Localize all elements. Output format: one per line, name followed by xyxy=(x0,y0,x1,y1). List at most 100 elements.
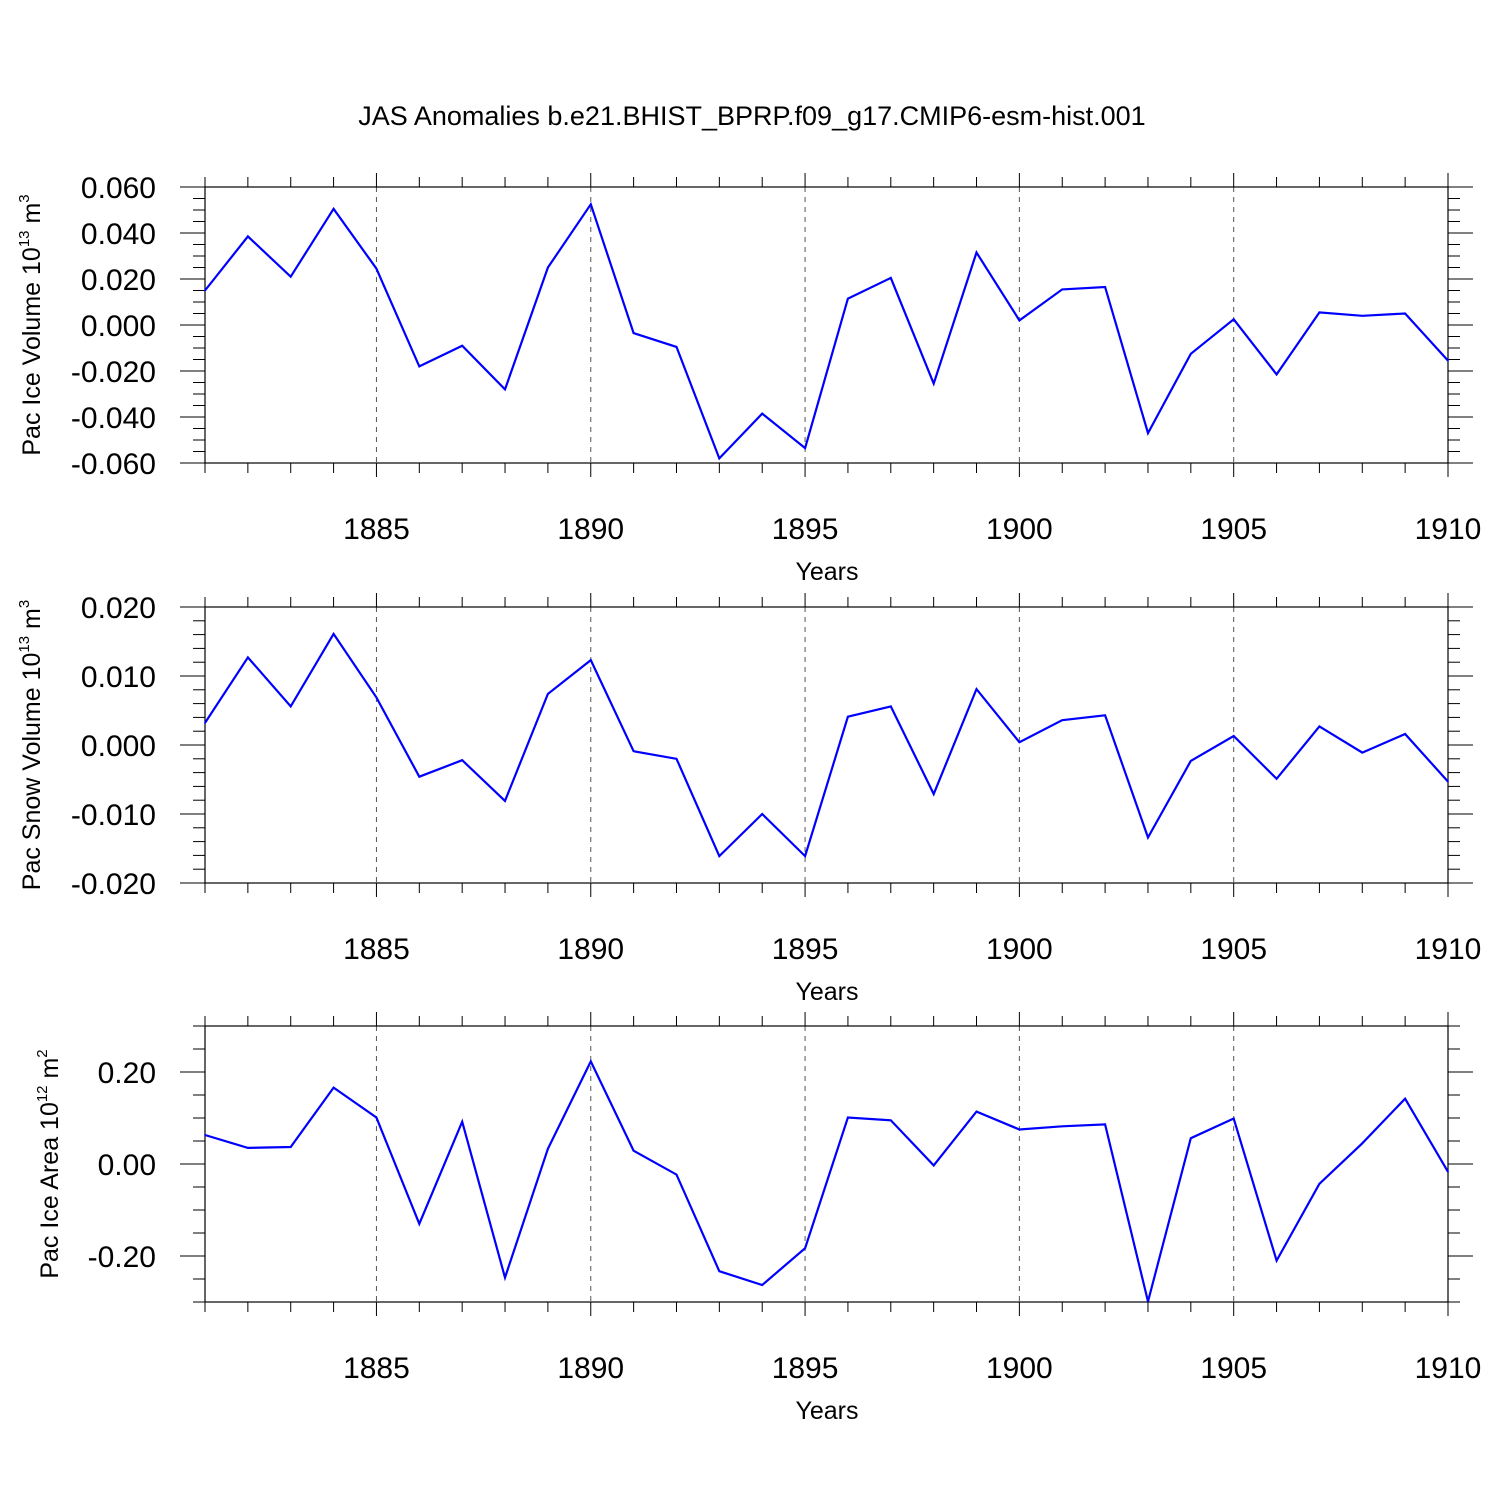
x-tick-label: 1910 xyxy=(1415,1352,1482,1385)
data-point xyxy=(847,297,849,300)
data-point xyxy=(461,344,463,347)
x-tick-label: 1910 xyxy=(1415,933,1482,966)
x-tick-label: 1900 xyxy=(986,933,1053,966)
data-point xyxy=(589,203,592,206)
data-point xyxy=(718,855,721,857)
y-axis-title-exponent: 13 xyxy=(16,636,33,653)
data-point xyxy=(375,696,378,699)
data-point xyxy=(632,750,635,753)
data-point xyxy=(247,656,249,659)
series-line xyxy=(204,631,1449,859)
data-point xyxy=(247,235,249,238)
data-point xyxy=(975,251,978,254)
data-point xyxy=(675,1173,678,1176)
data-point xyxy=(932,382,935,385)
x-tick-label: 1890 xyxy=(557,933,624,966)
data-point xyxy=(1232,1117,1235,1120)
y-axis-title-text: Pac Ice Area 10 xyxy=(36,1102,64,1279)
y-axis-title: Pac Snow Volume 1013 m3 xyxy=(16,600,46,890)
y-tick-label: -0.020 xyxy=(71,868,156,901)
data-point xyxy=(804,1247,806,1249)
data-point xyxy=(1190,1137,1192,1140)
data-point xyxy=(418,775,421,778)
data-point xyxy=(504,1276,506,1279)
data-point xyxy=(975,688,978,690)
y-tick-label: 0.20 xyxy=(98,1057,156,1090)
x-tick-label: 1885 xyxy=(343,513,410,546)
data-point xyxy=(1147,1300,1149,1303)
data-point xyxy=(847,1116,849,1119)
data-point xyxy=(975,1110,978,1113)
x-tick-label: 1895 xyxy=(772,933,839,966)
data-point xyxy=(1190,352,1192,355)
data-point xyxy=(1361,315,1364,317)
data-point xyxy=(1318,1182,1321,1185)
y-tick-label: -0.040 xyxy=(71,402,156,435)
data-point xyxy=(847,715,849,718)
x-tick-label: 1895 xyxy=(772,1352,839,1385)
y-tick-label: 0.020 xyxy=(81,592,156,625)
y-axis-title-unit-exponent: 2 xyxy=(34,1049,51,1057)
data-point xyxy=(418,365,421,368)
data-point xyxy=(204,289,206,292)
y-tick-label: 0.000 xyxy=(81,730,156,763)
y-tick-label: 0.010 xyxy=(81,661,156,694)
x-axis-title: Years xyxy=(795,1397,858,1425)
y-tick-label: 0.020 xyxy=(81,264,156,297)
y-tick-label: -0.010 xyxy=(71,799,156,832)
data-point xyxy=(1018,1128,1021,1131)
data-point xyxy=(1361,751,1364,754)
data-point xyxy=(632,332,635,334)
data-point xyxy=(1447,780,1449,783)
data-point xyxy=(889,277,892,279)
panel-pac-ice-area: -0.20 0.00 0.20 1885 1890 1895 1900 1905 1910 Yea… xyxy=(34,1012,1481,1425)
y-axis-title-unit: m xyxy=(36,1058,64,1086)
data-point xyxy=(1318,311,1321,314)
data-point xyxy=(1447,359,1449,362)
y-tick-label: 0.000 xyxy=(81,310,156,343)
panel-pac-snow-volume: -0.020 -0.010 0.000 0.010 0.020 1885 1890 1895 1… xyxy=(16,592,1481,1006)
x-tick-label: 1895 xyxy=(772,513,839,546)
data-point xyxy=(1275,778,1278,780)
x-tick-label: 1905 xyxy=(1200,1352,1267,1385)
y-axis-title-unit: m xyxy=(18,608,46,636)
data-point xyxy=(504,800,506,802)
data-point xyxy=(204,722,206,724)
x-tick-label: 1885 xyxy=(343,933,410,966)
y-axis-title: Pac Ice Area 1012 m2 xyxy=(34,1049,64,1278)
x-tick-label: 1890 xyxy=(557,513,624,546)
x-tick-label: 1885 xyxy=(343,1352,410,1385)
y-tick-label: 0.060 xyxy=(81,172,156,205)
data-point xyxy=(1361,1142,1364,1145)
y-tick-label: 0.00 xyxy=(98,1149,156,1182)
data-point xyxy=(1275,1259,1278,1262)
data-point xyxy=(1404,312,1406,315)
data-point xyxy=(1061,288,1064,291)
data-point xyxy=(675,758,678,760)
x-axis-title: Years xyxy=(795,558,858,586)
y-axis-title-exponent: 13 xyxy=(16,230,33,247)
data-point xyxy=(1232,318,1235,321)
data-point xyxy=(932,793,935,795)
data-point xyxy=(761,1284,764,1286)
data-point xyxy=(332,208,335,210)
data-point xyxy=(1447,1171,1449,1173)
series-line xyxy=(204,1058,1449,1302)
data-point xyxy=(547,266,549,269)
data-point xyxy=(589,1060,592,1063)
data-point xyxy=(718,457,721,460)
data-point xyxy=(1061,719,1064,721)
data-point xyxy=(332,1086,335,1089)
x-tick-label: 1905 xyxy=(1200,933,1267,966)
data-point xyxy=(247,1147,249,1149)
data-point xyxy=(632,1149,635,1152)
y-axis-title-unit-exponent: 3 xyxy=(16,194,33,202)
data-point xyxy=(504,388,506,391)
y-axis-title: Pac Ice Volume 1013 m3 xyxy=(16,194,46,455)
data-point xyxy=(761,813,764,815)
data-point xyxy=(289,275,292,278)
data-point xyxy=(804,855,806,857)
data-point xyxy=(589,659,592,661)
data-point xyxy=(547,693,549,695)
